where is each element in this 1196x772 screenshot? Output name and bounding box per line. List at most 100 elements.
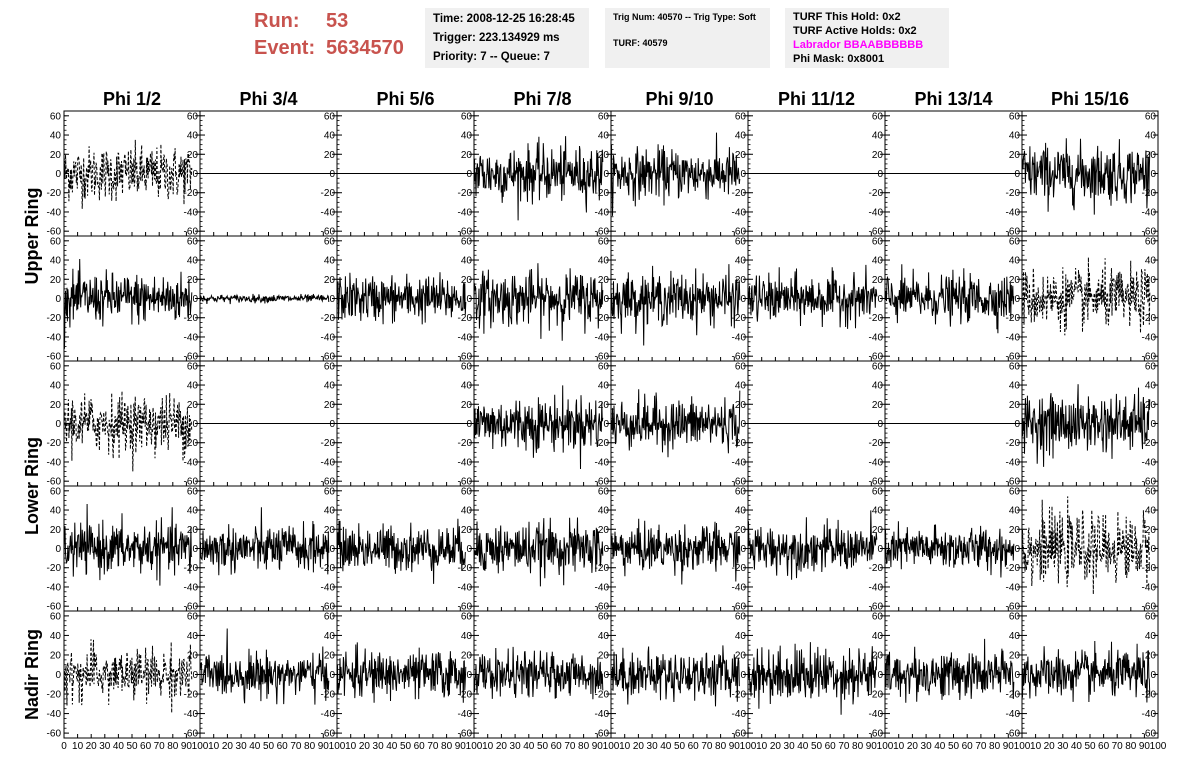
y-tick-label-inner: -20	[1006, 313, 1021, 324]
y-tick-label-inner: 60	[1145, 611, 1157, 622]
panel-r4-c6: 60 40 20 0 -20 -40 -60	[747, 485, 886, 613]
y-tick-label-inner: -60	[869, 227, 884, 238]
waveform-trace	[473, 136, 604, 221]
panel-r1-c6: 60 40 20 0 -20 -40 -60	[747, 110, 886, 238]
y-tick-label-inner: -40	[184, 582, 199, 593]
panel-r3-c7: 60 40 20 0 -20 -40 -60	[884, 360, 1023, 488]
y-tick-label-inner: 60	[1009, 111, 1021, 122]
y-tick-label: 60	[50, 111, 62, 122]
x-tick-label: 100	[329, 741, 346, 752]
panel-r3-c2: 60 40 20 0 -20 -40 -60	[199, 360, 338, 488]
x-tick-label: 50	[126, 741, 138, 752]
y-tick-label: 0	[55, 670, 61, 681]
y-tick-label-inner: -60	[595, 477, 610, 488]
x-tick-label: 70	[838, 741, 850, 752]
y-tick-label-inner: -20	[595, 313, 610, 324]
panel-r3-c8: 60 40 20 0 -20 -40 -60	[1021, 360, 1159, 488]
y-tick-label-inner: -40	[869, 582, 884, 593]
y-tick-label-inner: -60	[458, 602, 473, 613]
y-tick-label-inner: -20	[321, 438, 336, 449]
x-tick-label: 90	[455, 741, 467, 752]
y-tick-label-inner: -20	[869, 563, 884, 574]
y-tick-label-inner: -60	[869, 602, 884, 613]
x-tick-label: 50	[811, 741, 823, 752]
y-tick-label-inner: 20	[1009, 650, 1021, 661]
y-tick-label-inner: 0	[466, 419, 472, 430]
x-tick-label: 40	[797, 741, 809, 752]
y-tick-label-inner: 20	[324, 150, 336, 161]
y-tick-label-inner: 60	[1009, 236, 1021, 247]
x-tick-label: 80	[715, 741, 727, 752]
x-tick-label: 30	[784, 741, 796, 752]
y-tick-label-inner: 0	[329, 670, 335, 681]
y-tick-label-inner: -40	[1142, 207, 1157, 218]
y-tick-label: -60	[47, 352, 62, 363]
x-tick-label: 70	[975, 741, 987, 752]
x-tick-label: 80	[989, 741, 1001, 752]
x-tick-label: 10	[345, 741, 357, 752]
x-tick-label: 70	[427, 741, 439, 752]
y-tick-label-inner: 40	[461, 256, 473, 267]
y-tick-label-inner: 0	[466, 294, 472, 305]
waveform-trace	[1021, 384, 1151, 467]
y-tick-label-inner: 0	[1150, 294, 1156, 305]
waveform-trace	[199, 293, 330, 305]
y-tick-label-inner: 0	[192, 419, 198, 430]
panel-r2-c4: 60 40 20 0 -20 -40 -60	[473, 235, 612, 363]
column-header-2: Phi 3/4	[239, 89, 297, 109]
y-tick-label-inner: -20	[458, 313, 473, 324]
y-tick-label-inner: 40	[461, 631, 473, 642]
x-tick-label: 90	[592, 741, 604, 752]
x-tick-label: 10	[619, 741, 631, 752]
event-value: 5634570	[326, 37, 404, 59]
y-tick-label-inner: 20	[187, 400, 199, 411]
y-tick-label: 20	[50, 525, 62, 536]
run-line: Run: 53	[254, 8, 404, 35]
phi-mask-text: Phi Mask: 0x8001	[793, 53, 885, 65]
waveform-trace	[199, 507, 330, 576]
y-tick-label-inner: 0	[877, 169, 883, 180]
time-trigger-box: Time: 2008-12-25 16:28:45 Trigger: 223.1…	[425, 8, 589, 68]
y-tick-label-inner: 20	[324, 275, 336, 286]
y-tick-label-inner: 60	[324, 361, 336, 372]
y-tick-label-inner: 20	[461, 275, 473, 286]
y-tick-label-inner: -40	[1006, 332, 1021, 343]
y-tick-label-inner: -60	[1142, 602, 1157, 613]
trig-num-box: Trig Num: 40570 -- Trig Type: Soft TURF:…	[605, 8, 770, 68]
y-tick-label-inner: -60	[732, 227, 747, 238]
y-tick-label-inner: 20	[324, 400, 336, 411]
y-tick-label-inner: -40	[1006, 457, 1021, 468]
y-tick-label-inner: -20	[595, 690, 610, 701]
panel-r1-c4: 60 40 20 0 -20 -40 -60	[473, 110, 612, 238]
y-tick-label-inner: 20	[1009, 150, 1021, 161]
y-tick-label: 40	[50, 506, 62, 517]
panel-r2-c3: 60 40 20 0 -20 -40 -60	[336, 235, 475, 363]
column-header-5: Phi 9/10	[645, 89, 713, 109]
y-tick-label-inner: -20	[1142, 690, 1157, 701]
y-tick-label-inner: 0	[877, 670, 883, 681]
panel-r3-c6: 60 40 20 0 -20 -40 -60	[747, 360, 886, 488]
y-tick-label-inner: -60	[732, 602, 747, 613]
y-tick-label-inner: -40	[732, 709, 747, 720]
y-tick-label-inner: 40	[1145, 256, 1157, 267]
y-tick-label-inner: -60	[458, 729, 473, 740]
x-tick-label: 60	[688, 741, 700, 752]
y-tick-label-inner: -40	[458, 332, 473, 343]
turf-hold-box: TURF This Hold: 0x2 TURF Active Holds: 0…	[785, 8, 949, 68]
y-tick-label-inner: -20	[184, 563, 199, 574]
y-tick-label-inner: 40	[324, 506, 336, 517]
y-tick-label-inner: 60	[1145, 111, 1157, 122]
y-tick-label-inner: -20	[458, 563, 473, 574]
y-tick-label: 40	[50, 631, 62, 642]
y-tick-label-inner: 0	[603, 670, 609, 681]
waveform-trace	[884, 638, 1015, 703]
turf-this-hold-text: TURF This Hold: 0x2	[793, 11, 901, 23]
y-tick-label-inner: -60	[321, 352, 336, 363]
y-tick-label-inner: 20	[1145, 525, 1157, 536]
panel-r1-c2: 60 40 20 0 -20 -40 -60	[199, 110, 338, 238]
x-tick-label: 70	[154, 741, 166, 752]
panel-frame	[63, 360, 201, 487]
y-tick-label-inner: 40	[1009, 506, 1021, 517]
x-tick-label: 30	[510, 741, 522, 752]
